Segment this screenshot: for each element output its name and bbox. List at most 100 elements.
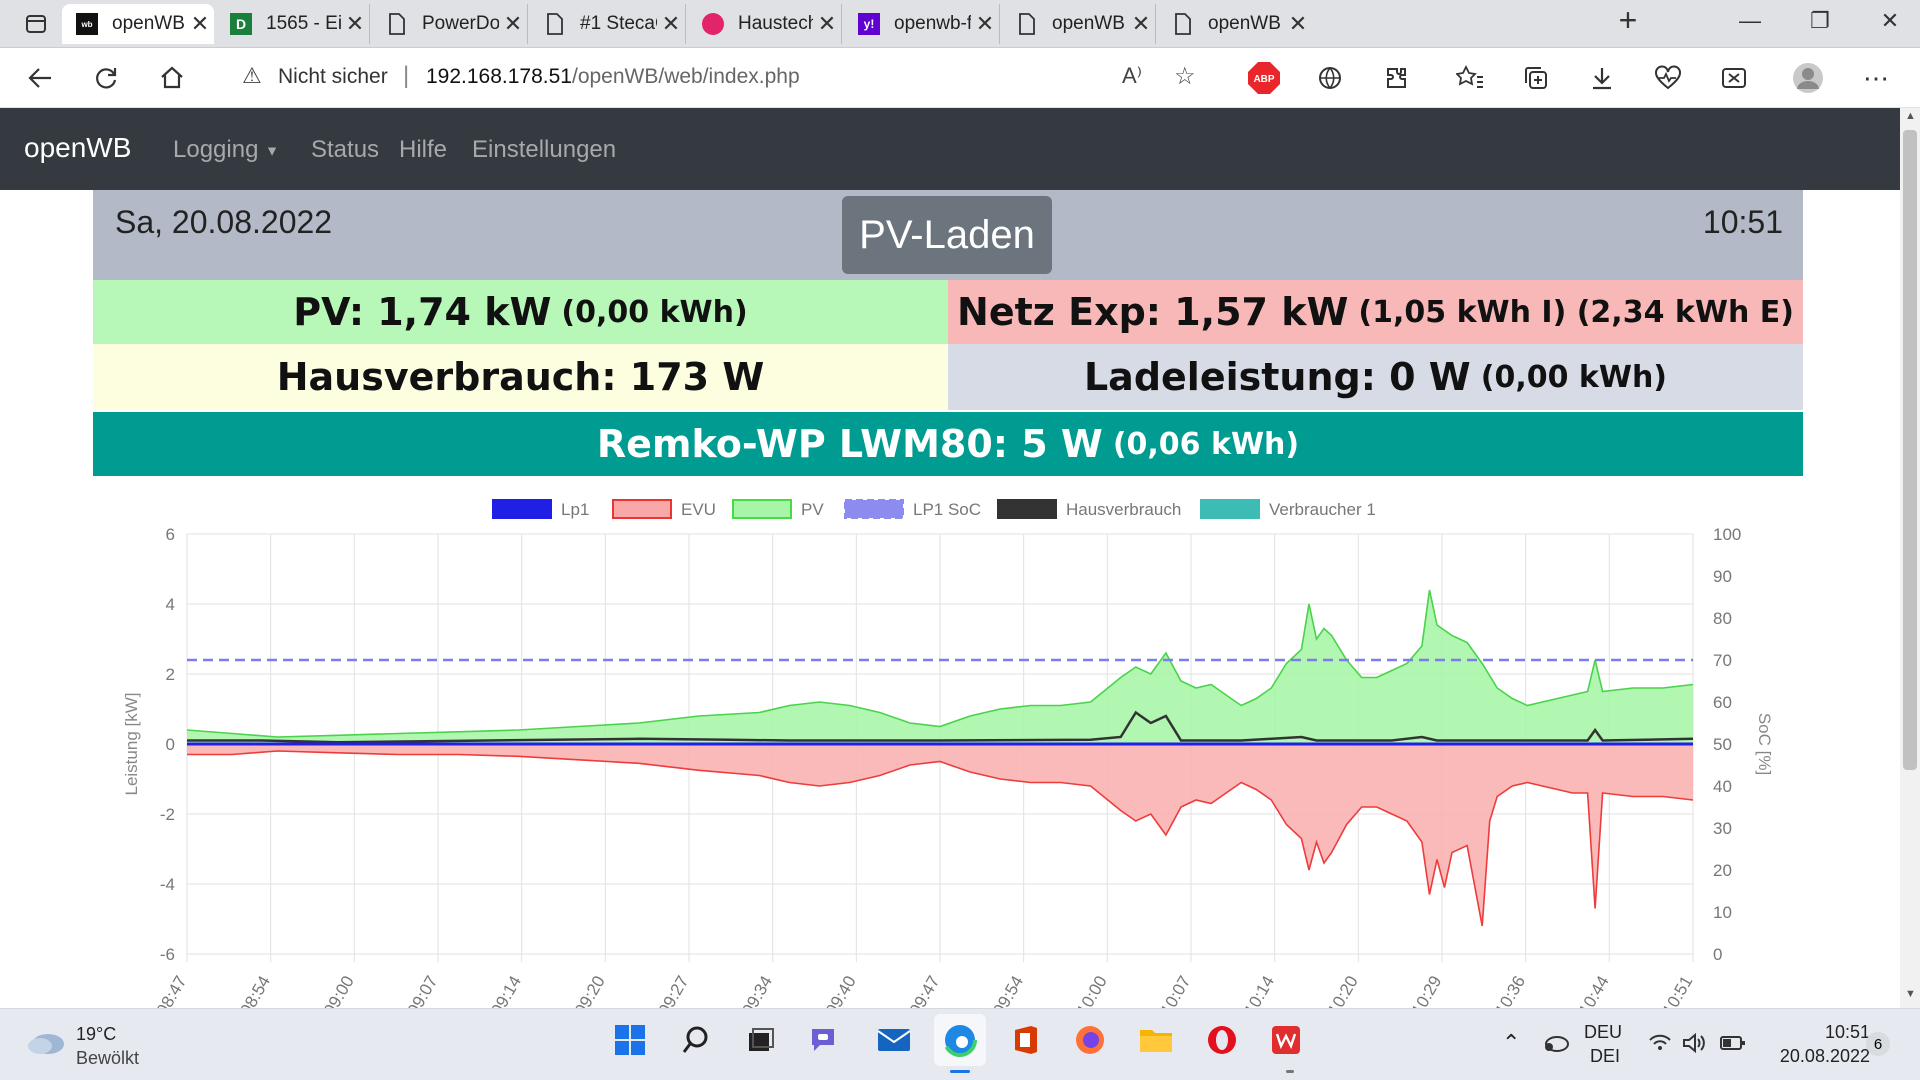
legend-swatch [997, 499, 1057, 519]
legend-swatch [1200, 499, 1260, 519]
edge-icon[interactable] [934, 1014, 986, 1066]
teams-chat-icon[interactable] [804, 1018, 848, 1062]
minimize-button[interactable]: — [1739, 8, 1761, 33]
tab-powerdog[interactable]: PowerDog \ ✕ [372, 4, 528, 44]
legend-swatch [732, 499, 792, 519]
address-toolbar: ⚠ Nicht sicher | 192.168.178.51/openWB/w… [0, 48, 1920, 108]
tab-title: openWB Fo [1208, 13, 1284, 34]
brand-link[interactable]: openWB [24, 132, 132, 163]
weather-temp[interactable]: 19°C [76, 1024, 117, 1044]
firefox-icon[interactable] [1068, 1018, 1112, 1062]
language-primary[interactable]: DEU [1584, 1022, 1623, 1042]
clock-date[interactable]: 20.08.2022 [1779, 1046, 1870, 1066]
tab-openwb-forum-yahoo[interactable]: y! openwb-foru ✕ [844, 4, 1000, 44]
house-card: Hausverbrauch: 173 W [93, 344, 948, 410]
charge-mode-button[interactable]: PV-Laden [842, 196, 1052, 274]
close-icon[interactable]: ✕ [817, 11, 837, 36]
x-tick-label: 09:27 [655, 973, 693, 1011]
nav-help[interactable]: Hilfe [399, 136, 448, 163]
tab-stecagrid[interactable]: #1 StecaGrid ✕ [530, 4, 686, 44]
time-display: 10:51 [1702, 204, 1783, 240]
back-icon[interactable] [22, 60, 58, 96]
x-tick-label: 09:54 [989, 973, 1027, 1011]
tab-openwb[interactable]: wb openWB ✕ [62, 4, 214, 44]
close-icon[interactable]: ✕ [190, 11, 210, 36]
scroll-up-icon[interactable]: ▲ [1905, 110, 1916, 122]
language-secondary[interactable]: DEI [1590, 1046, 1621, 1066]
grid-card: Netz Exp: 1,57 kW (1,05 kWh I) (2,34 kWh … [948, 280, 1803, 344]
nav-settings[interactable]: Einstellungen [472, 136, 617, 163]
legend-label: LP1 SoC [913, 500, 981, 519]
globe-extension-icon[interactable] [1312, 60, 1348, 96]
close-icon[interactable]: ✕ [345, 11, 365, 36]
close-icon[interactable]: ✕ [1288, 11, 1308, 36]
profile-avatar-icon[interactable] [1790, 60, 1826, 96]
office-icon[interactable] [1004, 1018, 1048, 1062]
reload-icon[interactable] [88, 60, 124, 96]
scroll-down-icon[interactable]: ▼ [1905, 988, 1916, 1000]
opera-icon[interactable] [1200, 1018, 1244, 1062]
close-icon[interactable]: ✕ [661, 11, 681, 36]
legend-swatch [844, 499, 904, 519]
clock-time[interactable]: 10:51 [1824, 1022, 1870, 1042]
mail-icon[interactable] [872, 1018, 916, 1062]
scrollbar-thumb[interactable] [1903, 130, 1917, 770]
tab-bar: wb openWB ✕ D 1565 - Einsp ✕ PowerDog \ … [0, 0, 1920, 48]
close-icon[interactable]: ✕ [503, 11, 523, 36]
home-icon[interactable] [154, 60, 190, 96]
nav-status[interactable]: Status [311, 136, 380, 163]
chevron-up-icon[interactable]: ⌃ [1502, 1030, 1521, 1055]
math-solver-icon[interactable] [1716, 60, 1752, 96]
x-tick-label: 10:07 [1157, 973, 1195, 1011]
pv-energy: (0,00 kWh) [561, 294, 748, 330]
restore-button[interactable]: ❐ [1810, 8, 1830, 33]
tab-actions-icon[interactable] [18, 6, 54, 42]
tab-1565[interactable]: D 1565 - Einsp ✕ [216, 4, 370, 44]
adblock-icon[interactable]: ABP [1246, 60, 1282, 96]
address-field[interactable]: ⚠ Nicht sicher | 192.168.178.51/openWB/w… [214, 54, 1224, 98]
x-tick-label: 09:34 [738, 973, 776, 1011]
y2-tick-label: 20 [1713, 861, 1732, 880]
favorites-icon[interactable] [1452, 60, 1488, 96]
collections-icon[interactable] [1518, 60, 1554, 96]
volume-icon[interactable] [1682, 1032, 1708, 1059]
x-tick-label: 10:00 [1073, 972, 1111, 1010]
tab-openwb-forum-1[interactable]: openWB Fo ✕ [1002, 4, 1156, 44]
more-menu-icon[interactable]: ⋯ [1863, 62, 1889, 93]
wifi-icon[interactable] [1648, 1032, 1672, 1057]
tab-haustechnik[interactable]: Haustechnik ✕ [688, 4, 842, 44]
add-favorite-icon[interactable]: ☆ [1174, 63, 1196, 90]
weather-desc[interactable]: Bewölkt [76, 1048, 140, 1068]
battery-icon[interactable] [1720, 1034, 1746, 1057]
page-icon [544, 13, 566, 35]
tab-title: openWB [112, 13, 185, 34]
series-area-pv [187, 590, 1693, 744]
pv-value: PV: 1,74 kW [293, 290, 552, 334]
notification-badge[interactable]: 6 [1866, 1032, 1890, 1056]
download-icon[interactable] [1584, 60, 1620, 96]
close-icon[interactable]: ✕ [975, 11, 995, 36]
browser-essentials-icon[interactable] [1650, 60, 1686, 96]
consumer-energy: (0,06 kWh) [1112, 426, 1300, 462]
task-view-icon[interactable] [738, 1018, 782, 1062]
openwb-favicon-icon: wb [76, 13, 98, 35]
extensions-icon[interactable] [1378, 60, 1414, 96]
grid-energy: (1,05 kWh I) (2,34 kWh E) [1358, 294, 1794, 330]
legend-label: PV [801, 500, 824, 519]
nav-logging[interactable]: Logging ▼ [173, 136, 279, 164]
close-window-button[interactable]: ✕ [1880, 8, 1900, 33]
y-tick-label: -4 [160, 875, 175, 894]
onedrive-icon[interactable] [1540, 1032, 1570, 1059]
wps-office-icon[interactable] [1264, 1018, 1308, 1062]
read-aloud-icon[interactable]: A⁾ [1122, 63, 1143, 88]
file-explorer-icon[interactable] [1134, 1018, 1178, 1062]
new-tab-button[interactable]: + [1618, 2, 1638, 38]
y-tick-label: 0 [166, 735, 175, 754]
series-line-evu [187, 750, 1694, 927]
search-icon[interactable] [674, 1018, 718, 1062]
close-icon[interactable]: ✕ [1131, 11, 1151, 36]
y-tick-label: 4 [166, 595, 175, 614]
start-icon[interactable] [608, 1018, 652, 1062]
tab-openwb-forum-2[interactable]: openWB Fo ✕ [1158, 4, 1312, 44]
